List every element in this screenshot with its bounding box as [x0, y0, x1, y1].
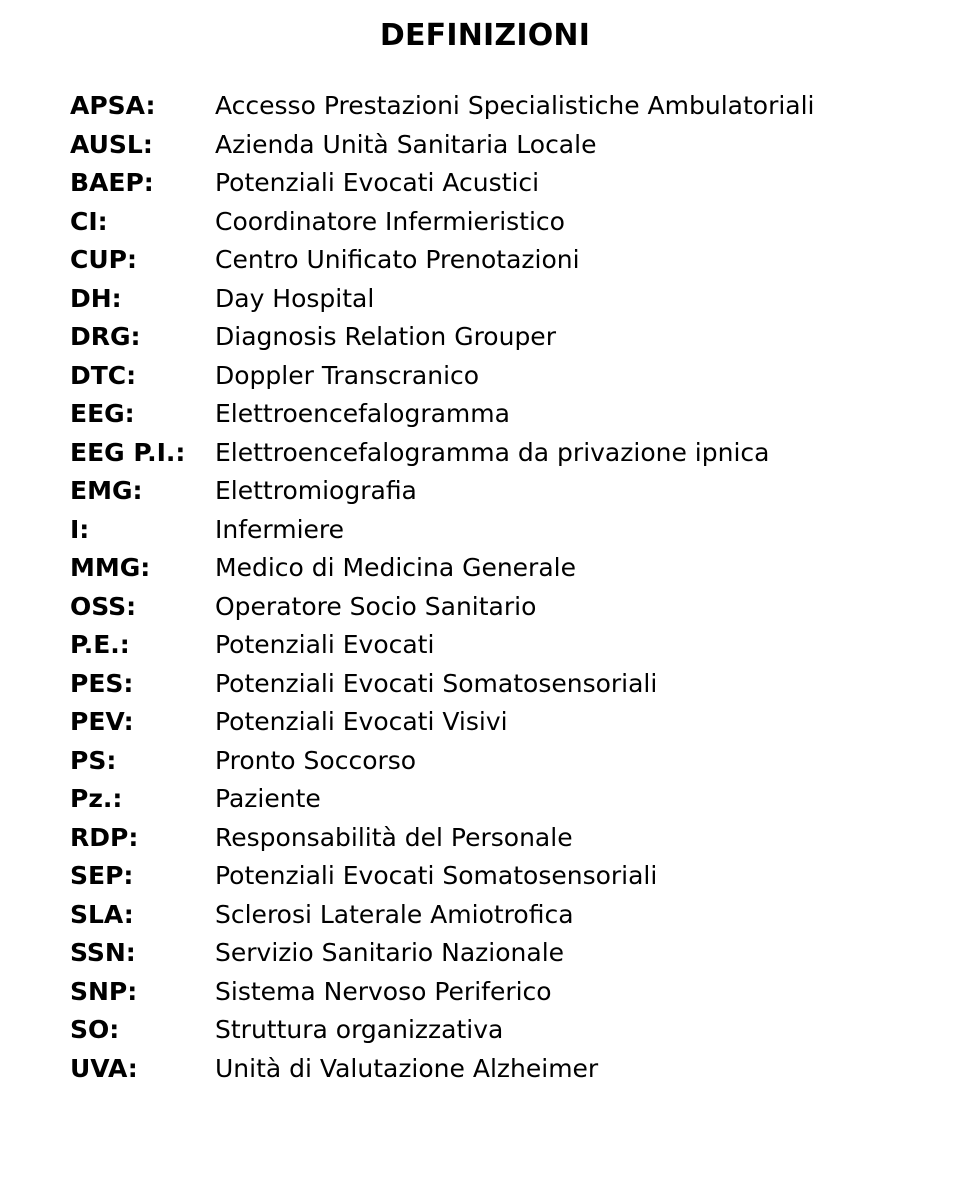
definition-desc: Unità di Valutazione Alzheimer	[215, 1050, 900, 1089]
definition-row: CI:Coordinatore Infermieristico	[70, 203, 900, 242]
definition-abbr: CUP:	[70, 241, 215, 280]
definition-abbr: EMG:	[70, 472, 215, 511]
definition-desc: Potenziali Evocati Somatosensoriali	[215, 665, 900, 704]
definition-abbr: DRG:	[70, 318, 215, 357]
definition-abbr: DTC:	[70, 357, 215, 396]
definition-abbr: PES:	[70, 665, 215, 704]
definition-desc: Potenziali Evocati	[215, 626, 900, 665]
page-title: DEFINIZIONI	[70, 18, 900, 53]
definition-desc: Day Hospital	[215, 280, 900, 319]
definition-desc: Potenziali Evocati Somatosensoriali	[215, 857, 900, 896]
definition-row: I:Infermiere	[70, 511, 900, 550]
definition-abbr: EEG P.I.:	[70, 434, 215, 473]
definition-abbr: MMG:	[70, 549, 215, 588]
definition-row: RDP:Responsabilità del Personale	[70, 819, 900, 858]
definition-row: SO:Struttura organizzativa	[70, 1011, 900, 1050]
page: DEFINIZIONI APSA:Accesso Prestazioni Spe…	[0, 0, 960, 1088]
definition-row: MMG:Medico di Medicina Generale	[70, 549, 900, 588]
definition-abbr: BAEP:	[70, 164, 215, 203]
definition-row: EEG:Elettroencefalogramma	[70, 395, 900, 434]
definition-desc: Responsabilità del Personale	[215, 819, 900, 858]
definition-abbr: Pz.:	[70, 780, 215, 819]
definition-row: EMG:Elettromiografia	[70, 472, 900, 511]
definition-desc: Servizio Sanitario Nazionale	[215, 934, 900, 973]
definition-desc: Medico di Medicina Generale	[215, 549, 900, 588]
definition-abbr: DH:	[70, 280, 215, 319]
definition-abbr: SEP:	[70, 857, 215, 896]
definition-row: Pz.:Paziente	[70, 780, 900, 819]
definition-row: PS:Pronto Soccorso	[70, 742, 900, 781]
definition-row: P.E.:Potenziali Evocati	[70, 626, 900, 665]
definition-row: DH:Day Hospital	[70, 280, 900, 319]
definition-abbr: EEG:	[70, 395, 215, 434]
definition-desc: Paziente	[215, 780, 900, 819]
definition-row: PEV:Potenziali Evocati Visivi	[70, 703, 900, 742]
definition-row: BAEP:Potenziali Evocati Acustici	[70, 164, 900, 203]
definition-desc: Elettromiografia	[215, 472, 900, 511]
definition-row: UVA:Unità di Valutazione Alzheimer	[70, 1050, 900, 1089]
definition-row: DTC:Doppler Transcranico	[70, 357, 900, 396]
definition-row: SNP:Sistema Nervoso Periferico	[70, 973, 900, 1012]
definition-abbr: SLA:	[70, 896, 215, 935]
definitions-list: APSA:Accesso Prestazioni Specialistiche …	[70, 87, 900, 1088]
definition-abbr: UVA:	[70, 1050, 215, 1089]
definition-abbr: PS:	[70, 742, 215, 781]
definition-desc: Operatore Socio Sanitario	[215, 588, 900, 627]
definition-row: SEP:Potenziali Evocati Somatosensoriali	[70, 857, 900, 896]
definition-desc: Doppler Transcranico	[215, 357, 900, 396]
definition-row: PES:Potenziali Evocati Somatosensoriali	[70, 665, 900, 704]
definition-abbr: PEV:	[70, 703, 215, 742]
definition-desc: Sistema Nervoso Periferico	[215, 973, 900, 1012]
definition-abbr: OSS:	[70, 588, 215, 627]
definition-row: APSA:Accesso Prestazioni Specialistiche …	[70, 87, 900, 126]
definition-desc: Accesso Prestazioni Specialistiche Ambul…	[215, 87, 900, 126]
definition-abbr: SNP:	[70, 973, 215, 1012]
definition-abbr: CI:	[70, 203, 215, 242]
definition-desc: Sclerosi Laterale Amiotrofica	[215, 896, 900, 935]
definition-desc: Infermiere	[215, 511, 900, 550]
definition-abbr: APSA:	[70, 87, 215, 126]
definition-row: SSN:Servizio Sanitario Nazionale	[70, 934, 900, 973]
definition-abbr: RDP:	[70, 819, 215, 858]
definition-desc: Potenziali Evocati Acustici	[215, 164, 900, 203]
definition-row: CUP:Centro Unificato Prenotazioni	[70, 241, 900, 280]
definition-abbr: SSN:	[70, 934, 215, 973]
definition-abbr: I:	[70, 511, 215, 550]
definition-desc: Diagnosis Relation Grouper	[215, 318, 900, 357]
definition-desc: Struttura organizzativa	[215, 1011, 900, 1050]
definition-row: DRG:Diagnosis Relation Grouper	[70, 318, 900, 357]
definition-abbr: AUSL:	[70, 126, 215, 165]
definition-desc: Potenziali Evocati Visivi	[215, 703, 900, 742]
definition-abbr: SO:	[70, 1011, 215, 1050]
definition-row: OSS:Operatore Socio Sanitario	[70, 588, 900, 627]
definition-abbr: P.E.:	[70, 626, 215, 665]
definition-row: AUSL:Azienda Unità Sanitaria Locale	[70, 126, 900, 165]
definition-row: SLA:Sclerosi Laterale Amiotrofica	[70, 896, 900, 935]
definition-desc: Coordinatore Infermieristico	[215, 203, 900, 242]
definition-desc: Elettroencefalogramma da privazione ipni…	[215, 434, 900, 473]
definition-row: EEG P.I.:Elettroencefalogramma da privaz…	[70, 434, 900, 473]
definition-desc: Elettroencefalogramma	[215, 395, 900, 434]
definition-desc: Centro Unificato Prenotazioni	[215, 241, 900, 280]
definition-desc: Pronto Soccorso	[215, 742, 900, 781]
definition-desc: Azienda Unità Sanitaria Locale	[215, 126, 900, 165]
